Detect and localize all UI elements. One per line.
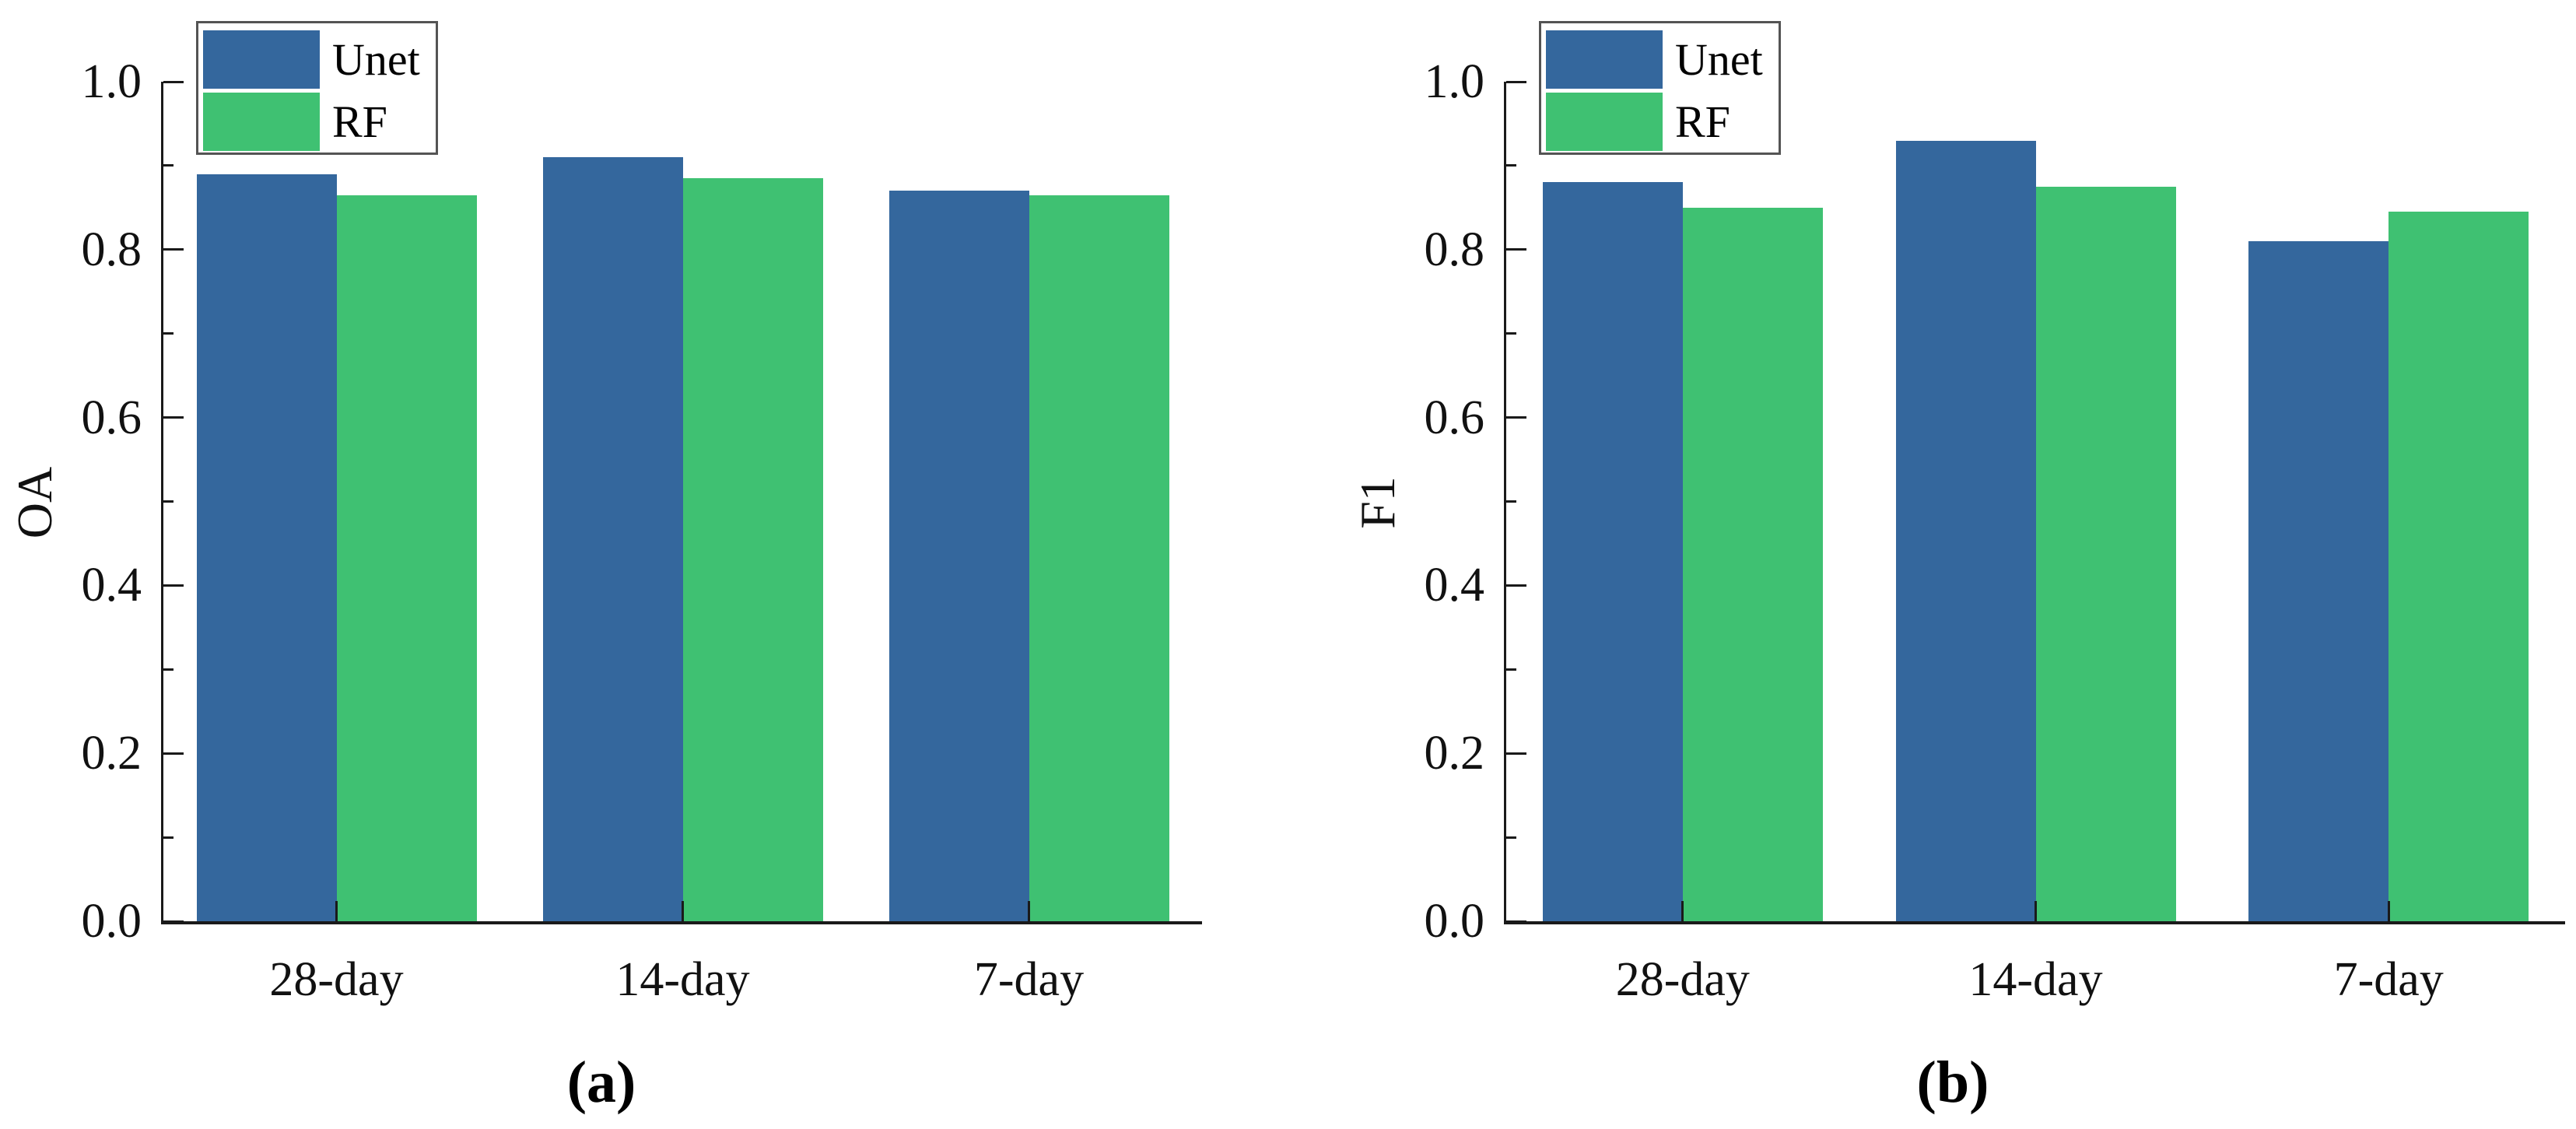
bar-unet-14-day <box>1895 140 2036 921</box>
bar-unet-7-day <box>2248 241 2389 921</box>
y-tick-label: 0.8 <box>81 223 142 276</box>
plot-area-a: 0.0 0.2 0.4 0.6 0.8 1.0 28-day 14-day 7-day Unet R… <box>82 21 1202 1006</box>
legend: Unet RF <box>196 21 438 155</box>
bar-rf-14-day <box>2035 186 2176 921</box>
y-major-tick <box>1506 920 1526 923</box>
y-minor-tick <box>163 668 173 671</box>
rf-swatch <box>1546 93 1663 151</box>
y-minor-tick <box>1506 836 1516 839</box>
y-tick-label: 0.0 <box>81 895 142 948</box>
legend: Unet RF <box>1539 21 1781 155</box>
y-major-tick <box>163 248 184 251</box>
caption-b: (b) <box>1916 1050 1989 1115</box>
y-major-tick <box>163 920 184 923</box>
y-tick-label: 0.0 <box>1424 895 1485 948</box>
bar-unet-28-day <box>1542 182 1683 921</box>
bar-unet-14-day <box>542 157 683 921</box>
y-tick-label: 0.2 <box>81 727 142 780</box>
bar-rf-7-day <box>1029 195 1169 921</box>
bar-rf-28-day <box>336 195 477 921</box>
x-major-tick <box>2387 901 2390 921</box>
y-major-tick <box>1506 752 1526 755</box>
y-major-tick <box>1506 80 1526 83</box>
x-major-tick <box>335 901 338 921</box>
y-major-tick <box>163 416 184 419</box>
x-tick-label: 28-day <box>1615 953 1750 1006</box>
bar-unet-7-day <box>888 191 1029 921</box>
x-tick-label: 7-day <box>973 953 1085 1006</box>
y-axis-label-f1: F1 <box>1350 476 1405 529</box>
y-major-tick <box>163 584 184 587</box>
legend-label-unet: Unet <box>332 34 420 85</box>
x-tick-label: 14-day <box>615 953 750 1006</box>
x-major-tick <box>1028 901 1030 921</box>
y-tick-label: 0.6 <box>81 391 142 444</box>
x-tick-label: 28-day <box>269 953 404 1006</box>
y-minor-tick <box>1506 164 1516 167</box>
y-tick-label: 0.4 <box>81 559 142 612</box>
y-minor-tick <box>163 332 173 335</box>
plot-area-b: 0.0 0.2 0.4 0.6 0.8 1.0 28-day 14-day 7-day Unet R… <box>1425 21 2565 1006</box>
y-major-tick <box>1506 584 1526 587</box>
legend-label-unet: Unet <box>1675 34 1763 85</box>
y-tick-label: 1.0 <box>1424 55 1485 108</box>
unet-swatch <box>203 30 320 89</box>
y-major-tick <box>163 752 184 755</box>
unet-swatch <box>1546 30 1663 89</box>
bar-rf-28-day <box>1682 207 1823 921</box>
bar-rf-7-day <box>2388 212 2529 921</box>
y-tick-label: 0.2 <box>1424 727 1485 780</box>
y-tick-label: 0.6 <box>1424 391 1485 444</box>
x-major-tick <box>1681 901 1684 921</box>
y-minor-tick <box>163 500 173 503</box>
y-minor-tick <box>163 836 173 839</box>
x-tick-label: 7-day <box>2333 953 2444 1006</box>
y-tick-label: 0.8 <box>1424 223 1485 276</box>
legend-label-rf: RF <box>332 96 387 147</box>
bar-unet-28-day <box>196 174 337 921</box>
x-major-tick <box>2035 901 2037 921</box>
y-major-tick <box>1506 248 1526 251</box>
y-minor-tick <box>1506 668 1516 671</box>
y-major-tick <box>163 80 184 83</box>
legend-label-rf: RF <box>1675 96 1730 147</box>
rf-swatch <box>203 93 320 151</box>
y-tick-label: 0.4 <box>1424 559 1485 612</box>
y-minor-tick <box>163 164 173 167</box>
caption-a: (a) <box>566 1050 636 1115</box>
y-tick-label: 1.0 <box>81 55 142 108</box>
y-minor-tick <box>1506 332 1516 335</box>
bar-rf-14-day <box>682 178 823 921</box>
y-minor-tick <box>1506 500 1516 503</box>
y-major-tick <box>1506 416 1526 419</box>
x-tick-label: 14-day <box>1968 953 2103 1006</box>
x-major-tick <box>682 901 684 921</box>
